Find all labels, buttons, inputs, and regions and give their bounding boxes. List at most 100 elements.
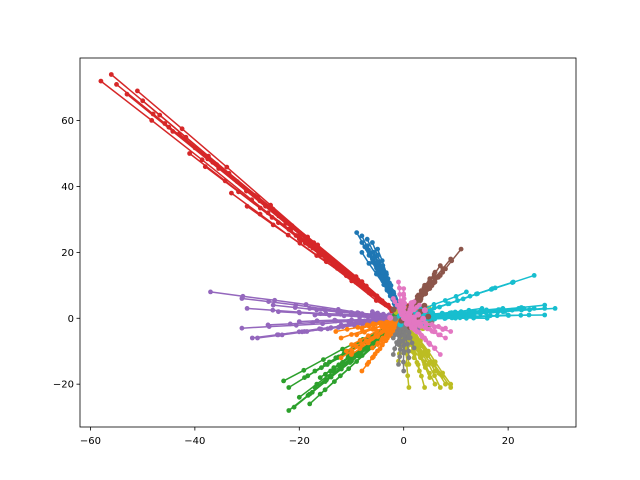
trajectory-endpoint [286,226,292,232]
trajectory-endpoint [140,98,146,104]
trajectory-endpoint [375,266,380,272]
trajectory-point [179,126,185,132]
trajectory-endpoint [359,250,365,255]
trajectory-endpoint [276,309,281,315]
trajectory-point [440,370,445,376]
trajectory-endpoint [417,352,422,357]
trajectory-endpoint [490,286,495,291]
trajectory-point [418,343,424,349]
trajectory-endpoint [370,355,375,361]
trajectory-endpoint [437,332,443,338]
trajectory-point [344,326,350,332]
trajectory-point [349,348,355,354]
trajectory-point [414,360,420,365]
trajectory-endpoint [354,230,360,236]
trajectory-endpoint [364,362,370,367]
trajectory-endpoint [422,335,427,341]
trajectory-point [379,274,384,280]
trajectory-point [349,321,354,327]
trajectory-endpoint [437,352,443,357]
trajectory-endpoint [370,309,375,315]
trajectory-point [484,307,489,313]
trajectory-endpoint [401,368,407,374]
trajectory-point [383,315,389,321]
trajectory-endpoint [317,391,323,397]
x-tick-label: −60 [80,436,101,447]
trajectory-endpoint [500,306,506,311]
trajectory-endpoint [265,322,271,328]
trajectory-point [419,373,424,379]
trajectory-endpoint [380,269,386,275]
trajectory-endpoint [296,394,302,400]
trajectory-point [401,359,406,365]
trajectory-point [429,322,435,327]
trajectory-endpoint [432,329,438,334]
trajectory-endpoint [375,342,380,347]
x-tick-label: −20 [289,436,310,447]
trajectory-endpoint [479,306,485,311]
trajectory-point [427,326,433,332]
trajectory-point [488,313,493,319]
trajectory-point [365,340,371,346]
trajectory-endpoint [349,312,354,318]
trajectory-endpoint [312,385,318,390]
trajectory-point [365,313,371,319]
trajectory-endpoint [302,375,307,380]
trajectory-point [289,223,295,229]
trajectory-endpoint [406,385,412,390]
trajectory-endpoint [364,243,370,249]
trajectory-endpoint [114,82,119,87]
trajectory-point [379,258,385,264]
trajectory-endpoint [427,286,433,291]
trajectory-endpoint [338,365,344,371]
trajectory-endpoint [464,289,469,295]
trajectory-endpoint [437,273,443,278]
trajectory-point [349,317,354,323]
trajectory-point [397,285,402,291]
trajectory-point [401,343,406,349]
trajectory-endpoint [286,408,292,413]
trajectory-endpoint [484,315,490,321]
trajectory-point [425,348,431,354]
trajectory-point [375,334,380,339]
trajectory-point [375,348,380,354]
trajectory-point [301,367,307,373]
trajectory-endpoint [286,385,292,390]
y-tick-label: −20 [53,380,74,391]
trajectory-endpoint [239,325,245,331]
trajectory-endpoint [244,306,250,311]
trajectory-endpoint [255,335,260,341]
trajectory-endpoint [302,329,307,334]
trajectory-point [375,310,380,316]
trajectory-point [418,338,423,344]
trajectory-point [374,328,380,334]
trajectory-point [349,332,354,337]
plot-area [98,72,558,413]
trajectory-endpoint [349,352,354,357]
trajectory-endpoint [249,335,255,341]
trajectory-point [236,189,241,195]
trajectory-point [370,255,376,261]
trajectory-endpoint [323,362,328,367]
trajectory-endpoint [443,381,448,387]
trajectory-point [323,255,328,261]
trajectory-point [214,162,220,168]
trajectory-point [425,353,431,358]
trajectory-point [341,313,347,319]
trajectory-endpoint [432,345,438,351]
trajectory-endpoint [401,292,407,298]
trajectory-endpoint [458,246,464,252]
trajectory-point [397,354,403,360]
trajectory-point [346,366,352,372]
trajectory-endpoint [364,322,370,328]
trajectory-endpoint [432,269,438,275]
cluster-point [401,314,408,321]
cluster-point [408,300,415,307]
trajectory-endpoint [281,378,286,384]
cluster-point [410,306,417,313]
trajectory-endpoint [406,362,412,367]
cluster-point [404,320,411,327]
trajectory-endpoint [396,362,401,367]
cluster-point [387,314,394,321]
